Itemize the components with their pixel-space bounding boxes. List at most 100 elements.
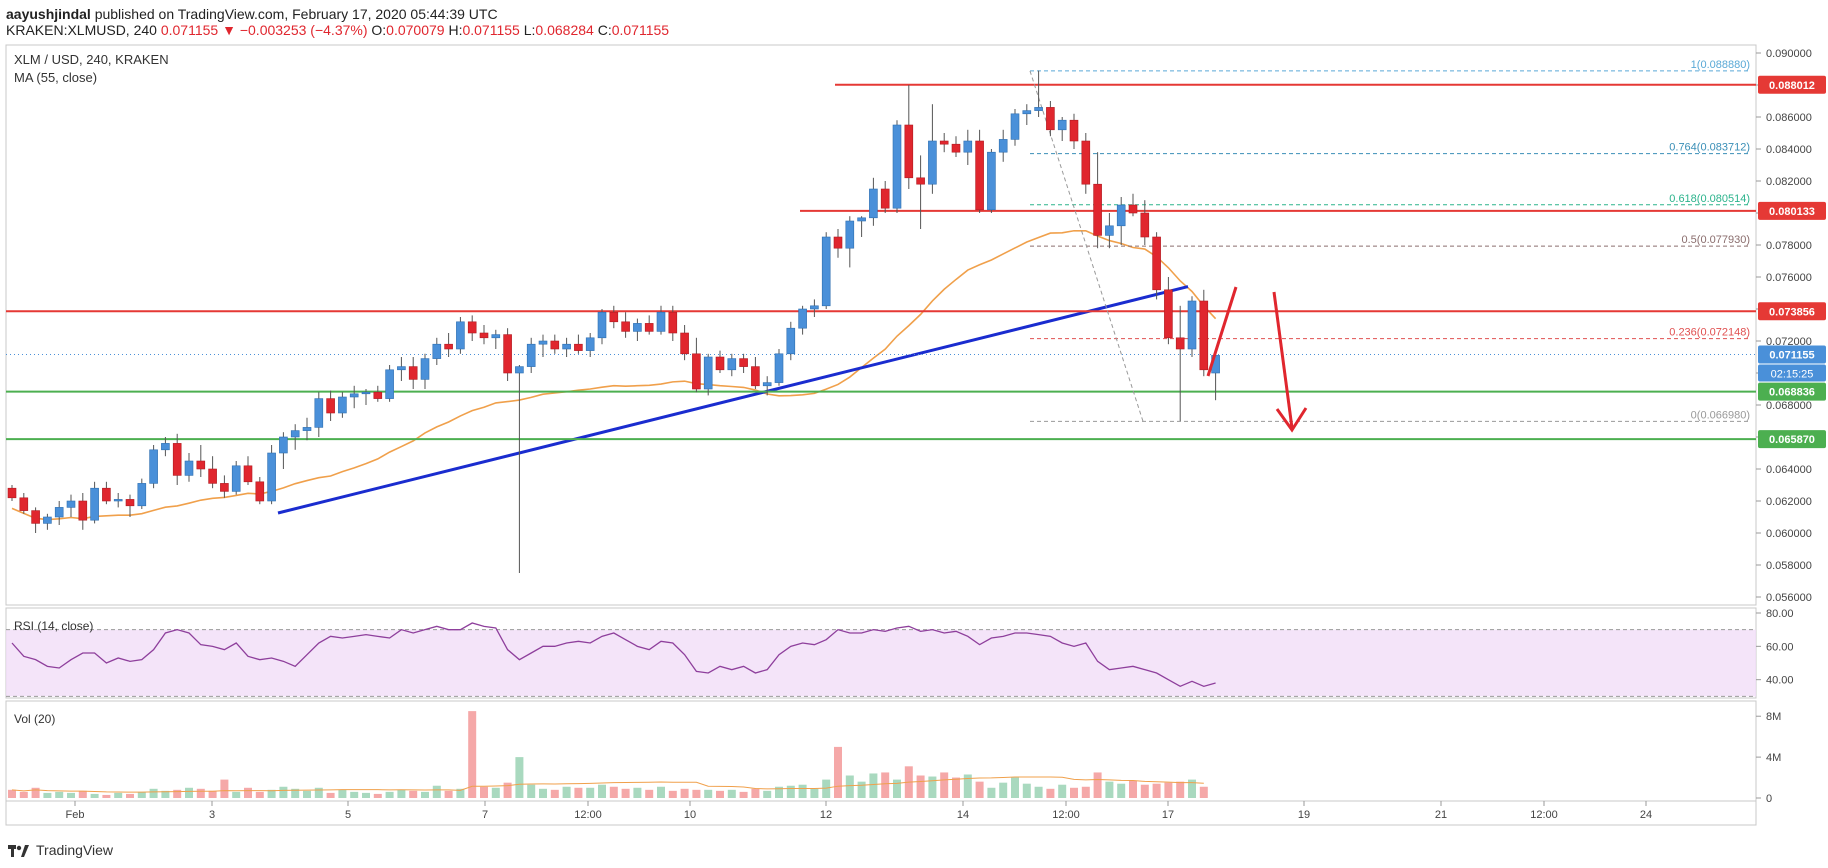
candle	[904, 124, 914, 179]
fib-trend-line	[1029, 70, 1144, 422]
price-label-r3	[1758, 302, 1826, 321]
volume-bar	[1199, 786, 1208, 798]
price-label-s2-text: 0.065870	[1769, 434, 1815, 446]
volume-bar	[255, 791, 264, 798]
candle	[503, 334, 512, 374]
volume-bar	[657, 786, 665, 798]
volume-bar	[952, 777, 960, 798]
rsi-tick-label: 60.00	[1766, 641, 1794, 653]
volume-bar	[822, 779, 831, 798]
x-tick-label: 21	[1435, 809, 1447, 821]
volume-bar	[1093, 772, 1102, 798]
y-tick-label: 0.064000	[1766, 464, 1812, 476]
candle	[208, 468, 217, 484]
candle	[1199, 300, 1209, 371]
candle	[220, 483, 229, 492]
volume-bar	[421, 791, 429, 798]
candle	[456, 321, 465, 350]
price-label-last-text: 0.071155	[1769, 350, 1814, 362]
last-price: 0.071155	[160, 22, 219, 38]
volume-pane[interactable]	[5, 700, 1757, 802]
candle	[279, 436, 288, 454]
volume-bar	[621, 788, 630, 798]
main-pane[interactable]	[5, 44, 1757, 606]
candle	[420, 358, 430, 380]
candle	[1010, 113, 1020, 140]
volume-bar	[716, 790, 724, 798]
x-tick-label: 12:00	[1052, 809, 1080, 821]
volume-bar	[1058, 784, 1067, 798]
price-change: −0.003253 (−4.37%)	[239, 22, 368, 38]
vol-tick-label: 0	[1766, 793, 1772, 805]
price-label-s2	[1758, 430, 1826, 449]
candle	[798, 308, 807, 329]
countdown-text: 02:15:25	[1771, 369, 1814, 381]
trend-line	[277, 285, 1189, 515]
candle	[609, 311, 619, 323]
candle	[526, 343, 536, 367]
candle	[302, 427, 312, 431]
volume-bar	[468, 711, 477, 798]
candle	[408, 366, 418, 380]
candle	[633, 323, 642, 332]
volume-bar	[1188, 779, 1196, 798]
candle	[432, 343, 442, 359]
volume-bar	[515, 757, 524, 798]
volume-bar	[326, 792, 335, 798]
volume-bar	[1011, 777, 1019, 798]
candle	[751, 366, 760, 387]
volume-bar	[67, 792, 75, 798]
candle	[267, 452, 276, 502]
candle	[338, 396, 347, 414]
candle	[821, 236, 831, 307]
x-tick-label: 3	[209, 809, 215, 821]
candle	[1046, 107, 1055, 131]
symbol-line: KRAKEN:XLMUSD, 240	[6, 22, 157, 38]
legend-pair: XLM / USD, 240, KRAKEN	[14, 52, 169, 67]
volume-bar	[680, 788, 689, 798]
candle	[574, 343, 583, 351]
y-tick-label: 0.090000	[1766, 48, 1812, 60]
candle	[939, 140, 949, 145]
candle	[1069, 119, 1079, 142]
volume-bar	[763, 790, 772, 798]
volume-bar	[137, 791, 146, 798]
x-tick-label: 10	[684, 809, 696, 821]
volume-bar	[940, 772, 949, 798]
published-text: published on TradingView.com, February 1…	[94, 6, 498, 22]
candle	[361, 391, 371, 395]
candle	[762, 382, 772, 387]
candle	[998, 139, 1008, 153]
x-tick-label: 12:00	[1530, 809, 1558, 821]
fib-level-label: 1(0.088880)	[1691, 59, 1750, 71]
price-label-r2	[1758, 201, 1826, 220]
price-label-r2-text: 0.080133	[1769, 206, 1815, 218]
footer: TradingView	[8, 842, 113, 858]
volume-bar	[1034, 786, 1043, 798]
volume-bar	[397, 789, 406, 798]
candle	[255, 481, 265, 502]
candle	[243, 465, 253, 483]
candle	[880, 188, 890, 209]
volume-bar	[1046, 788, 1055, 798]
candle	[161, 443, 170, 451]
candle	[928, 140, 937, 185]
candle	[1128, 204, 1138, 214]
y-tick-label: 0.072000	[1766, 336, 1812, 348]
volume-bar	[173, 789, 182, 798]
candle	[1187, 300, 1197, 350]
volume-bar	[633, 787, 642, 798]
high-label: H:	[448, 22, 463, 38]
volume-bar	[893, 779, 901, 798]
footer-brand[interactable]: TradingView	[36, 842, 114, 858]
candle	[54, 507, 64, 518]
volume-bar	[114, 792, 123, 798]
candle	[644, 323, 654, 332]
volume-bar	[1129, 780, 1137, 798]
volume-bar	[267, 789, 276, 798]
candle	[1105, 225, 1114, 236]
chart-header: aayushjindal published on TradingView.co…	[6, 6, 669, 38]
candle	[621, 321, 630, 332]
candle	[703, 356, 713, 390]
